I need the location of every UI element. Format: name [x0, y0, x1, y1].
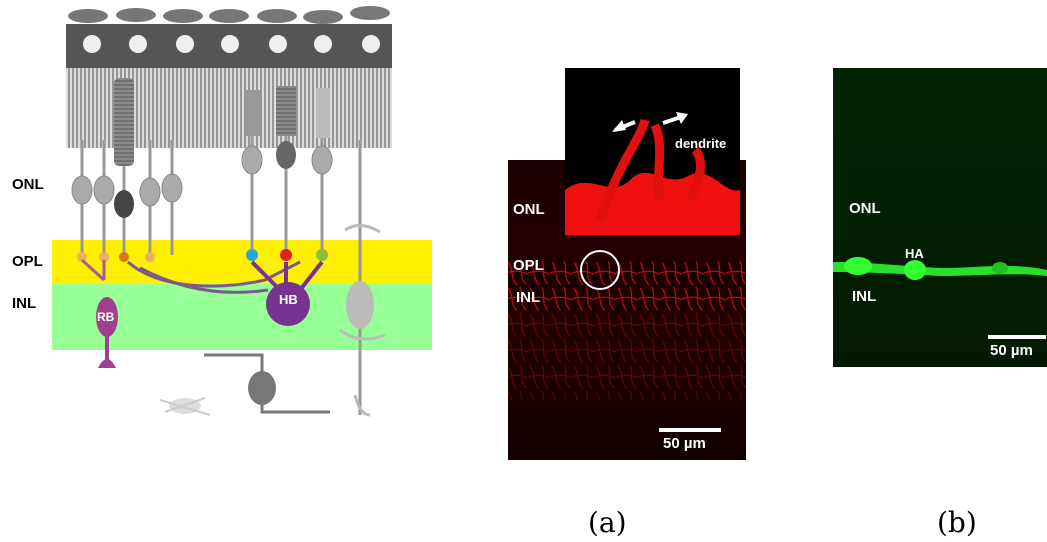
scale-bar-label: 50 µm [663, 435, 706, 452]
scale-bar-label: 50 µm [990, 342, 1033, 359]
cell-label: RB [97, 310, 115, 324]
micrograph [833, 68, 1047, 367]
cell-label: HA [905, 246, 924, 261]
figure: ONL OPL INL RB HB dendrite ONL OPL INL 5… [0, 0, 1047, 542]
panel-a: dendrite ONL OPL INL 50 µm (a) [508, 68, 746, 539]
cell-label: HB [279, 292, 298, 307]
retina-diagram: ONL OPL INL RB HB [12, 6, 432, 415]
layer-label: INL [12, 295, 36, 312]
opl-band [52, 240, 432, 284]
caption: (a) [588, 506, 627, 539]
layer-label: INL [852, 288, 876, 305]
lower-cells [160, 355, 330, 415]
caption: (b) [937, 506, 977, 539]
panel-b: ONL HA INL 50 µm (b) [833, 68, 1047, 539]
layer-label: ONL [12, 176, 44, 193]
layer-label: OPL [12, 253, 43, 270]
inset-label: dendrite [675, 136, 726, 151]
layer-label: INL [516, 289, 540, 306]
layer-label: ONL [849, 200, 881, 217]
layer-label: ONL [513, 201, 545, 218]
layer-label: OPL [513, 257, 544, 274]
